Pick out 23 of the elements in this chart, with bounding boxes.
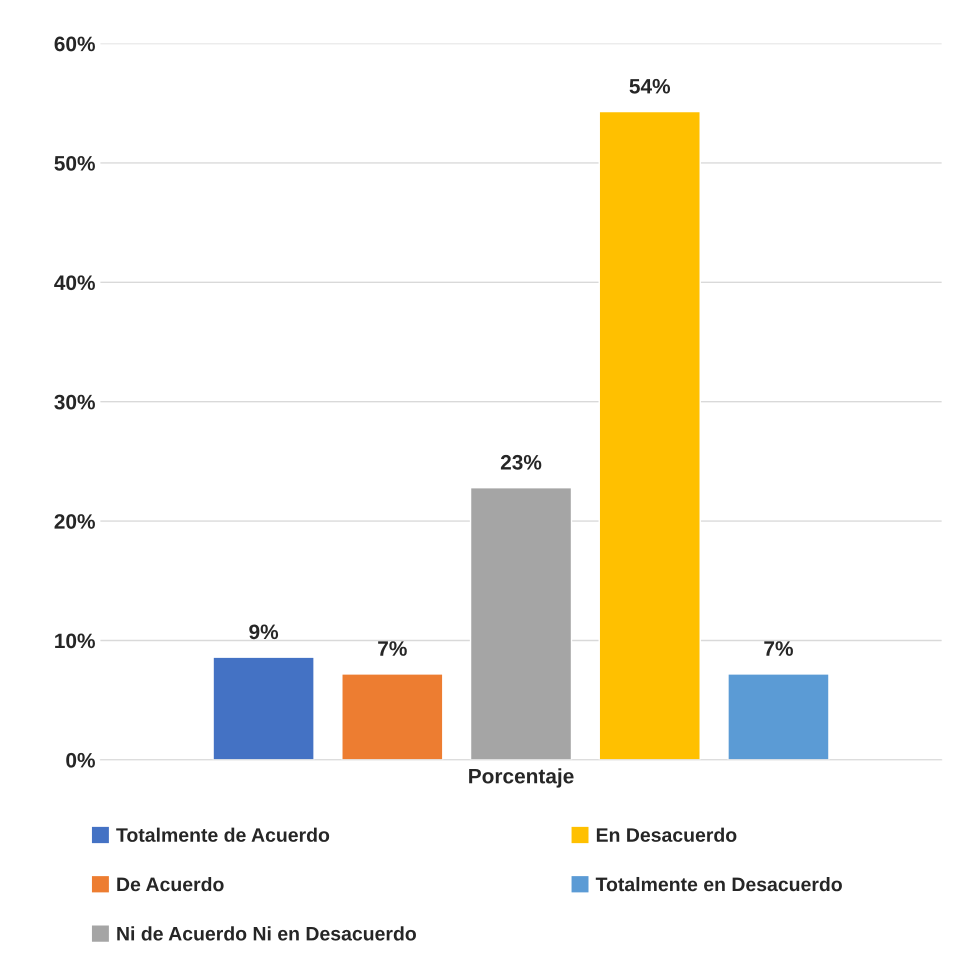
y-tick-label: 20% <box>54 514 95 529</box>
bar <box>212 656 315 760</box>
data-label: 23% <box>500 454 542 470</box>
bar <box>727 673 830 760</box>
bar <box>341 673 444 760</box>
y-tick-label: 0% <box>66 752 95 768</box>
bar <box>470 486 572 760</box>
data-label: 54% <box>630 78 670 94</box>
data-label: 9% <box>249 624 278 640</box>
legend-label: Totalmente de Acuerdo <box>116 828 330 842</box>
x-tick-label: Porcentaje <box>469 768 574 788</box>
legend-label: En Desacuerdo <box>596 828 736 842</box>
legend-label: De Acuerdo <box>117 876 224 892</box>
legend-label: Totalmente en Desacuerdo <box>596 876 842 892</box>
y-tick-label: 40% <box>54 275 95 290</box>
y-tick-label: 10% <box>55 633 95 648</box>
data-label: 7% <box>764 641 793 656</box>
data-label: 7% <box>378 641 407 656</box>
y-tick-label: 50% <box>54 156 95 171</box>
bar <box>598 110 701 760</box>
y-tick-label: 60% <box>54 36 95 52</box>
y-tick-label: 30% <box>54 394 95 410</box>
legend-label: Ni de Acuerdo Ni en Desacuerdo <box>117 926 416 941</box>
